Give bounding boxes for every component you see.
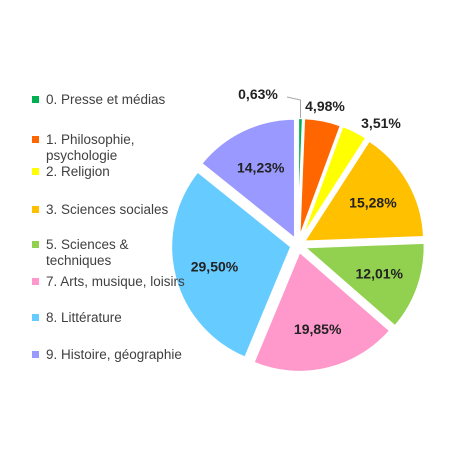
legend-swatch	[32, 96, 39, 103]
pie-slice-5	[252, 250, 392, 373]
pie-slice-6	[170, 170, 293, 359]
legend-swatch	[32, 206, 39, 213]
leader-line-0	[286, 96, 302, 119]
pie-data-label-1: 4,98%	[305, 98, 345, 114]
legend-swatch	[32, 314, 39, 321]
pie-slice-4	[302, 241, 426, 328]
legend-label: 9. Histoire, géographie	[46, 347, 182, 362]
legend-swatch	[32, 136, 39, 143]
legend-swatch	[32, 241, 39, 248]
legend-label: 3. Sciences sociales	[46, 202, 169, 217]
legend-swatch	[32, 278, 39, 285]
pie-data-label-7: 14,23%	[237, 159, 285, 175]
legend-label: 8. Littérature	[46, 310, 122, 325]
legend-swatch	[32, 351, 39, 358]
legend-label: 7. Arts, musique, loisirs	[46, 274, 185, 289]
legend-label: 5. Sciences & techniques	[46, 237, 129, 268]
pie-slice-1	[298, 117, 343, 239]
pie-slice-7	[200, 117, 296, 241]
pie-data-label-4: 12,01%	[356, 266, 404, 282]
pie-slice-2	[300, 124, 368, 240]
pie-data-label-0: 0,63%	[238, 86, 278, 102]
legend-label: 0. Presse et médias	[46, 92, 166, 107]
pie-data-label-3: 15,28%	[349, 194, 397, 210]
pie-data-label-6: 29,50%	[191, 258, 239, 274]
legend-label: 2. Religion	[46, 164, 110, 179]
legend-label: 1. Philosophie, psychologie	[46, 132, 135, 163]
legend-swatch	[32, 168, 39, 175]
pie-data-label-5: 19,85%	[294, 321, 342, 337]
pie-slice-3	[302, 139, 426, 243]
pie-data-label-2: 3,51%	[361, 115, 401, 131]
